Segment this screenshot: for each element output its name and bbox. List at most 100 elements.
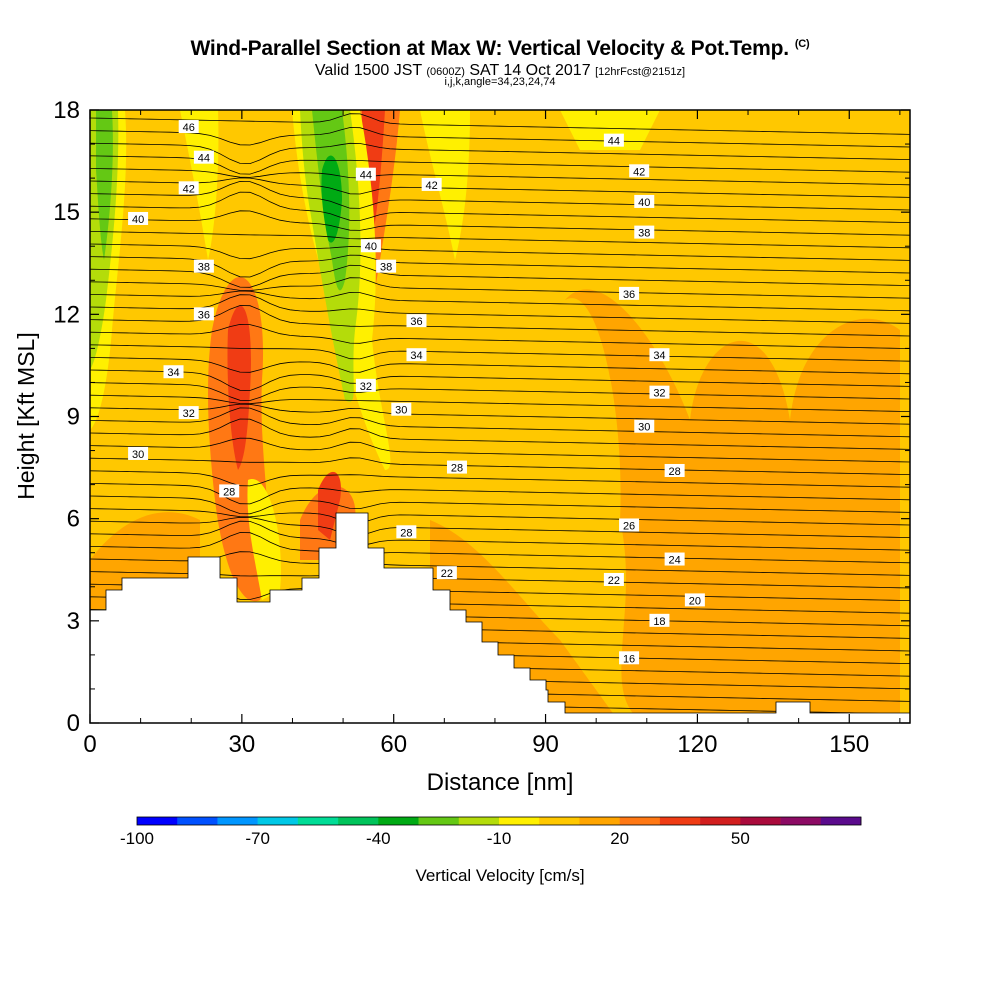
colorbar-swatch [780,817,822,825]
terrain-layer [89,512,911,724]
isentrope-label-text: 28 [669,466,681,478]
x-tick-label: 90 [532,731,559,758]
isentrope-line [90,382,910,401]
colorbar-swatch [297,817,339,825]
isentrope-label-box [649,385,670,399]
isentrope-line [90,254,910,278]
isentrope-label: 36 [193,307,214,321]
isentrope-label: 46 [178,120,199,134]
isentrope-label: 34 [406,348,427,362]
x-axis-title: Distance [nm] [427,769,574,796]
velocity-contour-18 [560,110,660,150]
isentrope-label-box [634,225,655,239]
colorbar-swatch [378,817,419,825]
isentrope-label-box [163,365,184,379]
isentrope-label: 44 [193,150,214,165]
isentrope-label: 40 [360,239,381,253]
y-tick-label: 3 [67,608,80,635]
isentrope-label-text: 22 [608,575,620,587]
isentrope-line [90,357,910,375]
isentrope-label: 40 [634,194,655,209]
isentrope-label-text: 18 [653,616,665,628]
x-tick-label: 30 [229,731,256,758]
copyright-mark: (C) [794,38,810,50]
velocity-contour-15 [96,110,113,260]
valid-time-subtitle: Valid 1500 JST (0600Z) SAT 14 Oct 2017 [… [0,62,1000,80]
isentrope-label-box [619,651,640,665]
y-tick-label: 9 [67,404,80,431]
isentrope-label-box [664,463,685,477]
isentrope-label-box [219,484,240,498]
isentrope-line [90,403,910,425]
isentrope-label-box [629,164,650,178]
forecast-info: [12hrFcst@2151z] [595,66,686,78]
isentrope-label-text: 26 [623,520,635,532]
colorbar-tick-label: -70 [245,829,270,848]
x-tick-label: 0 [83,731,96,758]
isentrope-line [90,495,910,515]
valid-prefix: Valid 1500 JST [314,62,422,79]
isentrope-label: 30 [391,402,412,417]
isentrope-label: 38 [193,259,214,274]
isentrope-label-box [619,518,640,532]
isentrope-label-box [178,120,199,134]
isentrope-label: 44 [355,167,376,182]
isentrope-label: 36 [619,286,640,301]
isentrope-line [90,294,910,324]
isentrope-line [90,277,910,299]
isentrope-label-box [649,613,670,627]
y-tick-label: 15 [53,199,80,226]
velocity-contour-16 [180,110,219,260]
isentrope-label-text: 32 [360,381,372,393]
isentrope-label-text: 42 [426,180,438,192]
isentrope-label: 42 [178,181,199,195]
isentrope-label: 18 [649,613,670,628]
isentrope-label-box [128,211,149,225]
colorbar-swatch [418,817,460,825]
colorbar-swatch [579,817,620,825]
isentrope-line [90,243,910,261]
isentrope-label-box [649,348,670,362]
isentrope-label-text: 36 [410,316,422,328]
isentrope-label-box [193,259,214,273]
isentrope-label: 42 [421,177,442,192]
isentrope-label-text: 28 [223,486,235,498]
x-tick-label: 150 [829,731,869,758]
isentrope-label-box [421,177,442,191]
isentrope-label-box [436,566,457,580]
isentrope-label: 30 [128,446,149,461]
isentrope-label: 38 [376,259,397,274]
x-tick-label: 60 [380,731,407,758]
isentrope-line [90,394,910,412]
isentrope-label-text: 46 [183,122,195,134]
chart-title-text: Wind-Parallel Section at Max W: Vertical… [190,37,790,60]
isentrope-label-box [391,402,412,416]
isentrope-line [90,570,910,589]
terrain-mask [89,512,911,724]
colorbar-swatch [338,817,379,825]
velocity-contour-0 [565,289,900,723]
isentrope-line [90,532,910,564]
isentrope-label-text: 40 [132,214,144,226]
colorbar-tick-label: 50 [731,829,750,848]
chart-title: Wind-Parallel Section at Max W: Vertical… [0,37,1000,61]
colorbar-tick-label: -100 [120,829,154,848]
isentrope-label-box [603,572,624,586]
isentrope-label-box [634,419,655,433]
isentrope-label-text: 30 [132,449,144,461]
isentrope-label: 38 [634,225,655,240]
isentrope-label-text: 34 [653,350,665,362]
isentrope-line [90,127,910,148]
isentrope-label-box [396,525,417,539]
indices-subtitle: i,j,k,angle=34,23,24,74 [444,76,556,88]
isentrope-line [90,264,910,288]
velocity-contour-4 [227,305,251,470]
isentrope-labels: 4644424038363432302844424038363432302828… [128,120,705,665]
colorbar-tick-label: 20 [610,829,629,848]
isentrope-label: 32 [355,378,376,393]
colorbar-swatch [499,817,540,825]
isentrope-line [90,305,910,337]
isentrope-label-text: 30 [638,422,650,434]
isentrope-line [90,508,910,526]
